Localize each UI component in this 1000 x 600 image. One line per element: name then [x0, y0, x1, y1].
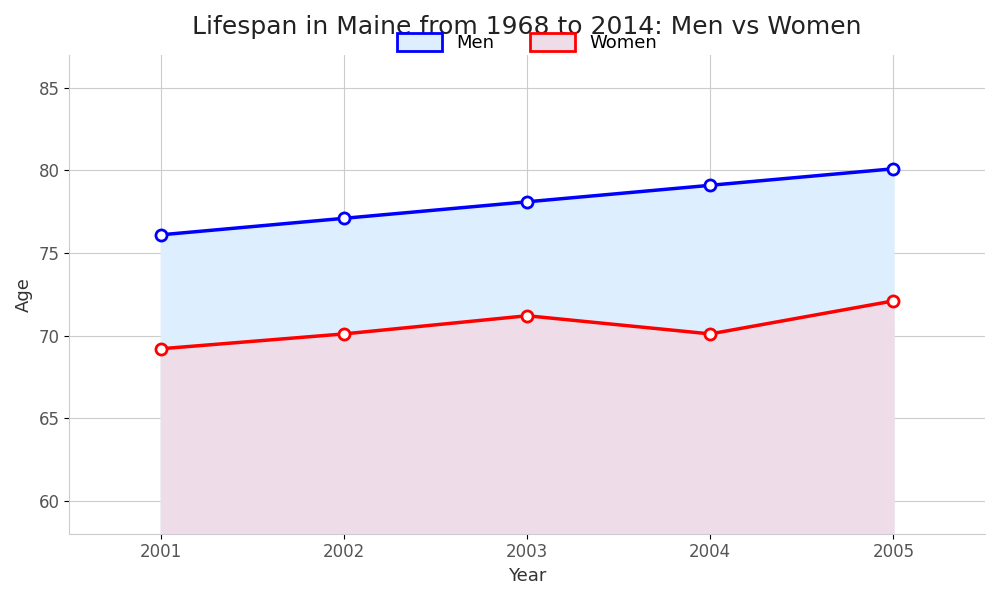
Y-axis label: Age: Age [15, 277, 33, 312]
Title: Lifespan in Maine from 1968 to 2014: Men vs Women: Lifespan in Maine from 1968 to 2014: Men… [192, 15, 862, 39]
X-axis label: Year: Year [508, 567, 546, 585]
Legend: Men, Women: Men, Women [389, 26, 665, 59]
